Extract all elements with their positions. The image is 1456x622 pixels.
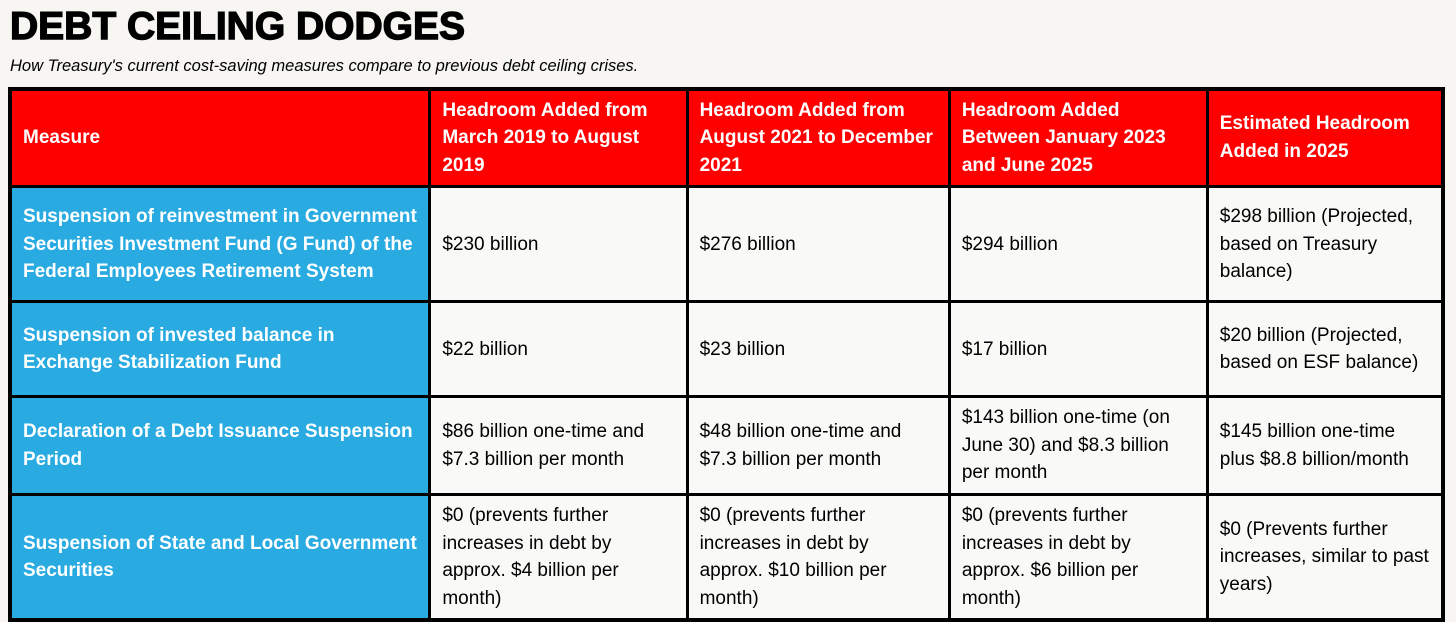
table-row-slgs: Suspension of State and Local Government…: [8, 492, 1445, 622]
column-header-measure: Measure: [8, 87, 432, 189]
value-cell: $0 (Prevents further increases, similar …: [1205, 492, 1445, 622]
value-cell: $17 billion: [947, 300, 1209, 399]
table-row-esf: Suspension of invested balance in Exchan…: [8, 300, 1445, 399]
value-cell: $22 billion: [428, 300, 689, 399]
value-cell: $298 billion (Projected, based on Treasu…: [1205, 185, 1445, 304]
page-subtitle: How Treasury's current cost-saving measu…: [10, 56, 639, 75]
measure-cell: Suspension of reinvestment in Government…: [8, 185, 432, 304]
page-title: DEBT CEILING DODGES: [9, 4, 466, 48]
value-cell: $20 billion (Projected, based on ESF bal…: [1205, 300, 1445, 399]
measure-cell: Suspension of invested balance in Exchan…: [8, 300, 432, 399]
table-row-g-fund: Suspension of reinvestment in Government…: [8, 185, 1445, 304]
value-cell: $86 billion one-time and $7.3 billion pe…: [428, 395, 689, 496]
value-cell: $143 billion one-time (on June 30) and $…: [947, 395, 1209, 496]
value-cell: $0 (prevents further increases in debt b…: [947, 492, 1209, 622]
header-row: Measure Headroom Added from March 2019 t…: [8, 87, 1445, 189]
column-header-2021: Headroom Added from August 2021 to Decem…: [685, 87, 951, 189]
value-cell: $230 billion: [428, 185, 689, 304]
value-cell: $276 billion: [685, 185, 951, 304]
column-header-2023-2025: Headroom Added Between January 2023 and …: [947, 87, 1209, 189]
value-cell: $48 billion one-time and $7.3 billion pe…: [685, 395, 951, 496]
value-cell: $23 billion: [685, 300, 951, 399]
value-cell: $294 billion: [947, 185, 1209, 304]
table-row-debt-issuance: Declaration of a Debt Issuance Suspensio…: [8, 395, 1445, 496]
value-cell: $145 billion one-time plus $8.8 billion/…: [1205, 395, 1445, 496]
measure-cell: Declaration of a Debt Issuance Suspensio…: [8, 395, 432, 496]
debt-ceiling-table: Measure Headroom Added from March 2019 t…: [8, 86, 1445, 622]
value-cell: $0 (prevents further increases in debt b…: [428, 492, 689, 622]
measure-cell: Suspension of State and Local Government…: [8, 492, 432, 622]
column-header-2025-estimate: Estimated Headroom Added in 2025: [1205, 87, 1445, 189]
value-cell: $0 (prevents further increases in debt b…: [685, 492, 951, 622]
column-header-2019: Headroom Added from March 2019 to August…: [428, 87, 689, 189]
